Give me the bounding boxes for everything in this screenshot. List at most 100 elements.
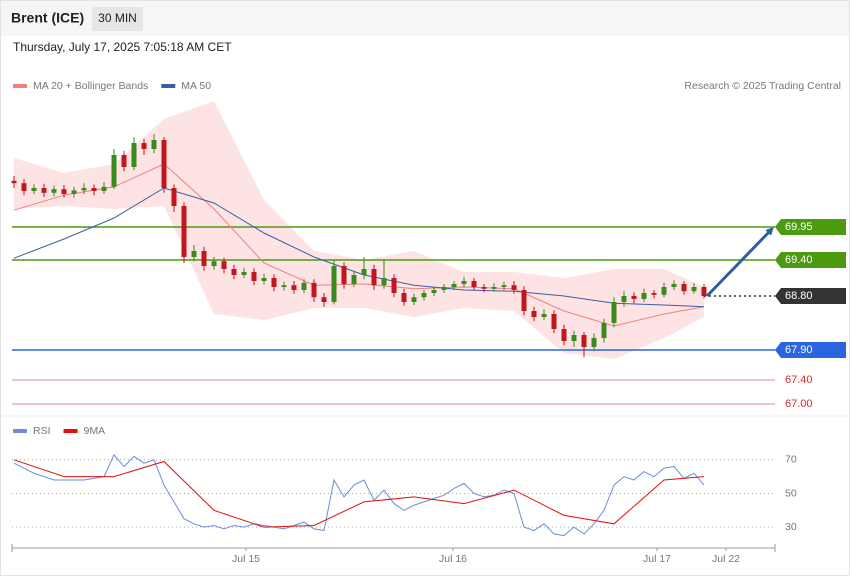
legend-label: RSI (33, 425, 51, 437)
y-tick-label: 70 (785, 454, 797, 466)
level-label: 67.00 (785, 398, 813, 410)
candle-body (671, 284, 677, 287)
candle-body (591, 338, 597, 347)
rsi-panel: 70 50 30 Jul 15 Jul 16 Jul 17 Jul 22 (11, 453, 797, 565)
candle-body (381, 278, 387, 286)
candle-body (691, 287, 697, 292)
candle-body (521, 290, 527, 311)
candle-body (651, 293, 657, 295)
y-tick-label: 50 (785, 487, 797, 499)
candle-body (431, 290, 437, 293)
candle-body (501, 285, 507, 287)
candle-body (641, 293, 647, 299)
candle-body (341, 266, 347, 284)
candle-body (681, 284, 687, 292)
candle-body (231, 269, 237, 275)
candle-body (21, 183, 27, 191)
candle-body (291, 285, 297, 290)
candle-body (281, 285, 287, 287)
candle-body (261, 278, 267, 281)
legend-swatch (13, 84, 27, 88)
candle-body (491, 287, 497, 289)
y-tick-label: 30 (785, 521, 797, 533)
timestamp: Thursday, July 17, 2025 7:05:18 AM CET (13, 40, 232, 54)
candle-body (321, 297, 327, 302)
candle-body (141, 143, 147, 149)
candle-body (81, 188, 87, 191)
forecast-arrow (705, 227, 774, 298)
candle-body (441, 287, 447, 290)
candle-body (31, 188, 37, 191)
candle-body (621, 296, 627, 302)
x-tick-label: Jul 16 (439, 553, 467, 565)
candle-body (111, 155, 117, 187)
candle-body (11, 180, 17, 184)
candle-body (331, 266, 337, 302)
symbol: Brent (ICE) (11, 10, 84, 26)
candle-body (101, 186, 107, 191)
candle-body (201, 251, 207, 266)
level-tag (775, 252, 846, 268)
candle-body (401, 293, 407, 302)
legend-label: MA 20 + Bollinger Bands (33, 80, 148, 92)
x-tick-label: Jul 15 (232, 553, 260, 565)
level-label: 67.90 (785, 344, 813, 356)
price-panel: 69.95 69.40 68.80 67.90 67.40 67.00 (11, 101, 846, 410)
level-tag (775, 219, 846, 235)
candle-body (131, 143, 137, 167)
candle-body (311, 282, 317, 298)
credit: Research © 2025 Trading Central (684, 80, 841, 92)
candle-body (451, 284, 457, 287)
candle-body (461, 281, 467, 284)
candle-body (571, 335, 577, 341)
candle-body (161, 140, 167, 188)
candle-body (481, 287, 487, 289)
candle-body (51, 189, 57, 193)
candle-body (181, 206, 187, 257)
candle-body (121, 155, 127, 167)
x-tick-label: Jul 17 (643, 553, 671, 565)
candle-body (351, 275, 357, 284)
candle-body (61, 189, 67, 194)
indicator-line (13, 459, 705, 528)
candle-body (391, 278, 397, 293)
candle-body (421, 293, 427, 298)
candle-body (551, 314, 557, 329)
candle-body (171, 188, 177, 206)
candle-body (511, 285, 517, 290)
legend-swatch (161, 84, 176, 88)
level-label: 69.40 (785, 254, 813, 266)
candle-body (541, 314, 547, 317)
level-label: 67.40 (785, 374, 813, 386)
candle-body (301, 282, 307, 290)
candle-body (271, 278, 277, 287)
candle-body (701, 287, 707, 296)
candle-body (411, 297, 417, 302)
interval[interactable]: 30 MIN (98, 11, 137, 25)
candle-body (471, 281, 477, 287)
candle-body (361, 269, 367, 275)
candle-body (601, 323, 607, 338)
candle-body (581, 335, 587, 347)
candle-body (661, 287, 667, 295)
bollinger-band (14, 101, 704, 359)
indicator-line (13, 453, 705, 537)
candle-body (611, 302, 617, 323)
legend-label: 9MA (84, 425, 106, 437)
legend-label: MA 50 (181, 80, 211, 92)
candle-body (371, 269, 377, 286)
interval-box[interactable] (92, 7, 143, 31)
candle-body (531, 311, 537, 317)
candle-body (241, 272, 247, 275)
candle-body (151, 140, 157, 149)
legend-swatch (63, 429, 78, 433)
candle-body (251, 272, 257, 281)
candle-body (41, 188, 47, 193)
ma-line (13, 163, 705, 327)
candle-body (211, 261, 217, 266)
candle-body (631, 296, 637, 299)
candle-body (91, 188, 97, 191)
level-tag (775, 288, 846, 304)
level-label: 68.80 (785, 290, 813, 302)
